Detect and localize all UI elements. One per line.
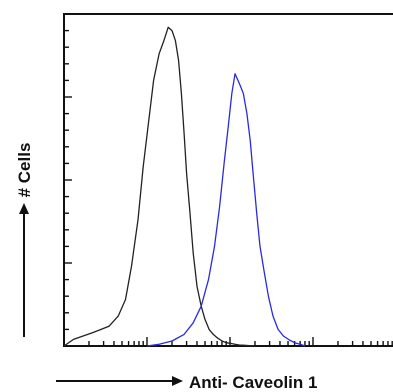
x-axis-title: Anti- Caveolin 1: [56, 373, 317, 392]
histogram-lines: [63, 26, 306, 347]
y-axis-title: # Cells: [15, 143, 34, 337]
plot-frame: [63, 13, 393, 347]
axis-ticks: [63, 29, 393, 346]
control-histogram-line: [63, 26, 256, 347]
sample-histogram-line: [146, 73, 306, 347]
x-axis-label: Anti- Caveolin 1: [189, 373, 317, 392]
y-axis-label: # Cells: [15, 143, 34, 198]
